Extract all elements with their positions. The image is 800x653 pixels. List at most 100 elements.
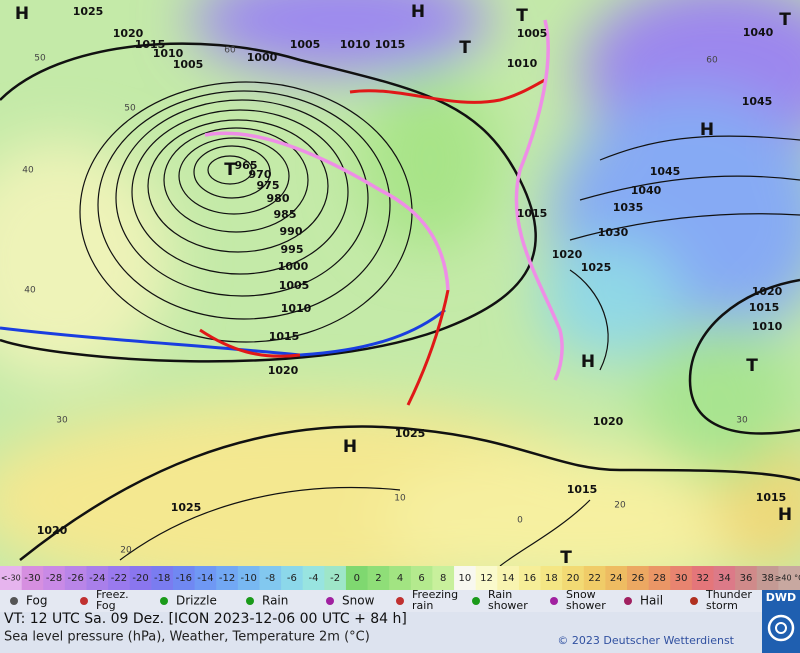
isobar-label: 1010 [752, 320, 783, 333]
latitude-label: 50 [34, 54, 46, 64]
isobar-label: 975 [257, 179, 280, 192]
pressure-center: H [700, 120, 714, 140]
legend-label: Rain [262, 594, 288, 608]
isobar-label: 1015 [756, 491, 787, 504]
scale-box [216, 566, 239, 590]
isobars [0, 42, 800, 566]
isobar-label: 1035 [613, 201, 644, 214]
isobar-label: 1015 [135, 38, 166, 51]
scale-label: 22 [588, 573, 601, 584]
isobar-label: 995 [281, 243, 304, 256]
scale-label: 26 [631, 573, 644, 584]
latitude-label: 50 [124, 104, 136, 114]
isobar-label: 1045 [650, 165, 681, 178]
pressure-center: H [15, 4, 29, 24]
isobar-label: 1005 [173, 58, 204, 71]
scale-box [172, 566, 196, 590]
scale-label: -26 [68, 573, 84, 584]
scale-label: -12 [219, 573, 235, 584]
scale-box [237, 566, 260, 590]
legend-label: Drizzle [176, 594, 217, 608]
scale-label: -10 [240, 573, 256, 584]
legend-label: Snow [566, 588, 596, 601]
scale-box [389, 566, 412, 590]
scale-label: -14 [197, 573, 213, 584]
pressure-center: T [516, 6, 528, 26]
latitude-label: 20 [614, 501, 626, 511]
scale-box [691, 566, 715, 590]
legend-label: rain [412, 599, 433, 612]
scale-box [129, 566, 152, 590]
scale-box [778, 566, 800, 590]
scale-box [627, 566, 650, 590]
pressure-center: H [343, 437, 357, 457]
scale-label: ≥40 °C [775, 574, 800, 583]
cold-front [406, 289, 450, 406]
isobar-label: 990 [280, 225, 303, 238]
scale-label: -28 [46, 573, 62, 584]
scale-label: -24 [89, 573, 105, 584]
pressure-center: H [778, 505, 792, 525]
legend-label: Fog [96, 599, 116, 612]
scale-box [108, 566, 131, 590]
legend-icon [246, 597, 254, 605]
latitude-label: 30 [736, 416, 748, 426]
scale-label: 28 [653, 573, 666, 584]
scale-label: -8 [265, 573, 275, 584]
scale-box [518, 566, 542, 590]
scale-box [43, 566, 66, 590]
valid-time: VT: 12 UTC Sa. 09 Dez. [ICON 2023-12-06 … [4, 611, 407, 627]
scale-box [151, 566, 174, 590]
description: Sea level pressure (hPa), Weather, Tempe… [4, 630, 370, 645]
pressure-center: H [581, 352, 595, 372]
isobar-label: 980 [267, 192, 290, 205]
latitude-label: 60 [224, 46, 236, 56]
isobar-label: 985 [274, 208, 297, 221]
isobar-label: 1045 [742, 95, 773, 108]
isobar-label: 1000 [278, 260, 309, 273]
scale-label: 36 [740, 573, 753, 584]
scale-label: 2 [375, 573, 381, 584]
isobar-label: 1025 [395, 427, 426, 440]
isobar-label: 1015 [375, 38, 406, 51]
scale-box [86, 566, 109, 590]
scale-box [648, 566, 671, 590]
pressure-center: T [560, 548, 572, 568]
scale-box [583, 566, 606, 590]
footer-bg [0, 612, 762, 653]
scale-box [410, 566, 433, 590]
scale-label: 32 [696, 573, 709, 584]
isobar-label: 1005 [290, 38, 321, 51]
legend-icon [690, 597, 698, 605]
scale-box [324, 566, 347, 590]
scale-box [605, 566, 628, 590]
isobar-label: 1015 [567, 483, 598, 496]
cold-front [0, 308, 446, 357]
isobar-label: 1030 [598, 226, 629, 239]
scale-label: -4 [309, 573, 319, 584]
legend-icon [472, 597, 480, 605]
scale-box [454, 566, 477, 590]
isobar-label: 1010 [507, 57, 538, 70]
scale-label: 24 [610, 573, 623, 584]
isobar-label: 1020 [593, 415, 624, 428]
scale-box [64, 566, 87, 590]
isobar-label: 965 [235, 159, 258, 172]
warm-front [349, 78, 546, 104]
scale-box [432, 566, 455, 590]
scale-label: 12 [480, 573, 493, 584]
latitude-label: 60 [706, 56, 718, 66]
legend-label: Hail [640, 594, 663, 608]
scale-label: -18 [154, 573, 170, 584]
legend-label: Snow [342, 594, 375, 608]
legend-icon [326, 597, 334, 605]
legend-bg [0, 590, 762, 612]
scale-label: -16 [176, 573, 192, 584]
legend-icon [10, 597, 18, 605]
legend-label: Freez. [96, 588, 129, 601]
logo-text: DWD [766, 591, 796, 604]
pressure-center: H [411, 2, 425, 22]
isobar-label: 1010 [340, 38, 371, 51]
